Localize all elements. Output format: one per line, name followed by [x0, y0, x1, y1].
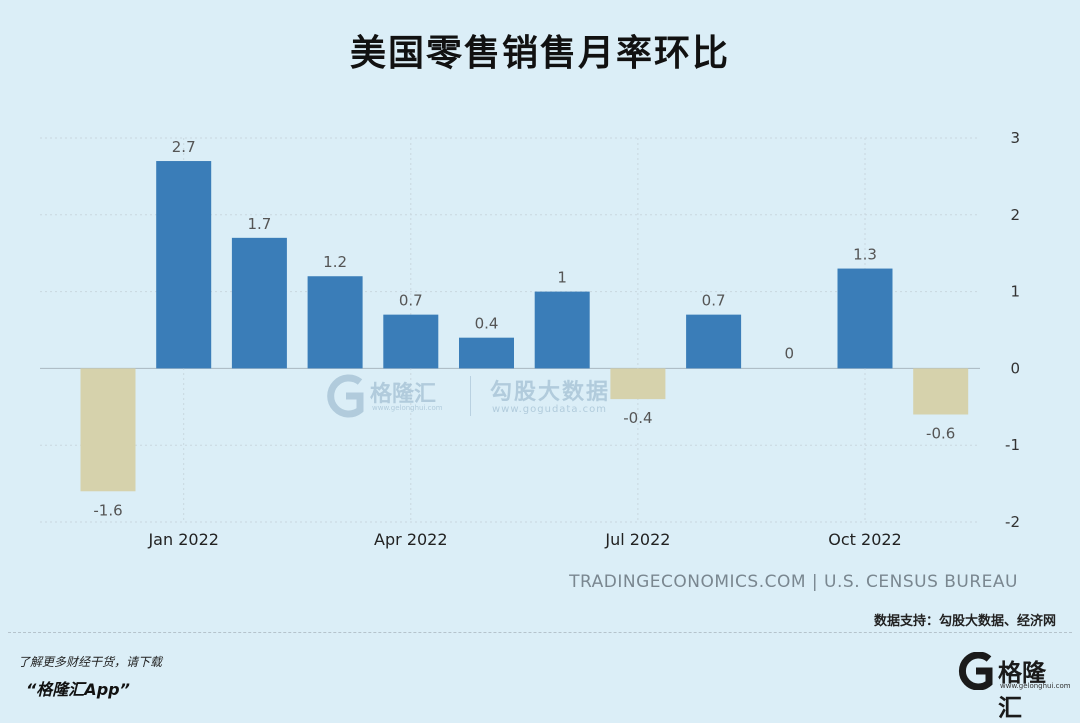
y-tick-label: 3	[1010, 129, 1020, 147]
chart-title: 美国零售销售月率环比	[349, 33, 730, 74]
data-label: 1.2	[323, 253, 347, 271]
bar	[459, 337, 514, 369]
data-label: -0.4	[623, 409, 652, 427]
y-tick-label: 2	[1010, 206, 1020, 224]
bar	[307, 276, 363, 369]
x-tick-label: Jul 2022	[604, 530, 670, 549]
gelonghui-logo-icon	[958, 652, 993, 690]
data-label: 0	[785, 344, 795, 362]
bar	[913, 368, 969, 415]
data-label: 1.3	[853, 246, 877, 264]
data-support-text: 数据支持：勾股大数据、经济网	[873, 614, 1056, 629]
footer-divider	[8, 632, 1072, 633]
bar	[231, 237, 287, 369]
x-tick-label: Oct 2022	[828, 530, 901, 549]
y-tick-label: -1	[1005, 436, 1020, 454]
data-label: 0.7	[399, 292, 423, 310]
chart-page: 美国零售销售月率环比 -1.6 2.7 1.7 1.2 0.7 0.4 1 -0.4 0.7 0 1…	[8, 33, 1072, 722]
watermark-name-gelonghui: 格隆汇	[370, 382, 437, 407]
watermark-url-gelonghui: www.gelonghui.com	[372, 404, 443, 412]
data-label: 0.7	[702, 292, 726, 310]
bar	[534, 291, 590, 369]
watermark-separator	[470, 376, 471, 416]
x-tick-label: Jan 2022	[147, 530, 218, 549]
y-tick-label: -2	[1005, 513, 1020, 531]
data-label: 1	[557, 269, 567, 287]
data-label: -0.6	[926, 424, 955, 442]
data-label: 1.7	[247, 215, 271, 233]
y-tick-label: 1	[1010, 283, 1020, 301]
data-label: -1.6	[93, 501, 122, 519]
watermark-name-gogudata: 勾股大数据	[490, 380, 611, 405]
footer-download-prompt: 了解更多财经干货，请下载	[18, 655, 163, 669]
data-label: 0.4	[475, 315, 499, 333]
bar	[610, 368, 666, 400]
bar	[80, 368, 136, 492]
bar	[383, 314, 439, 369]
x-tick-label: Apr 2022	[374, 530, 447, 549]
bar-chart: -1.6 2.7 1.7 1.2 0.7 0.4 1 -0.4 0.7 0 1.3 -0.6 3 2 1 0…	[40, 129, 1020, 549]
footer-app-name: “格隆汇App”	[26, 680, 130, 699]
bar	[837, 268, 893, 369]
watermark-url-gogudata: www.gogudata.com	[492, 404, 608, 415]
chart-source: TRADINGECONOMICS.COM | U.S. CENSUS BUREA…	[569, 572, 1018, 592]
bar	[156, 161, 212, 369]
y-tick-label: 0	[1010, 359, 1020, 377]
bar	[686, 314, 742, 369]
brand-logo: 格隆汇 www.gelonghui.com	[958, 652, 1071, 722]
brand-logo-url: www.gelonghui.com	[1000, 682, 1071, 690]
watermark: 格隆汇 www.gelonghui.com 勾股大数据 www.gogudata…	[326, 372, 646, 422]
gelonghui-logo-icon	[327, 374, 364, 418]
data-label: 2.7	[172, 138, 196, 156]
